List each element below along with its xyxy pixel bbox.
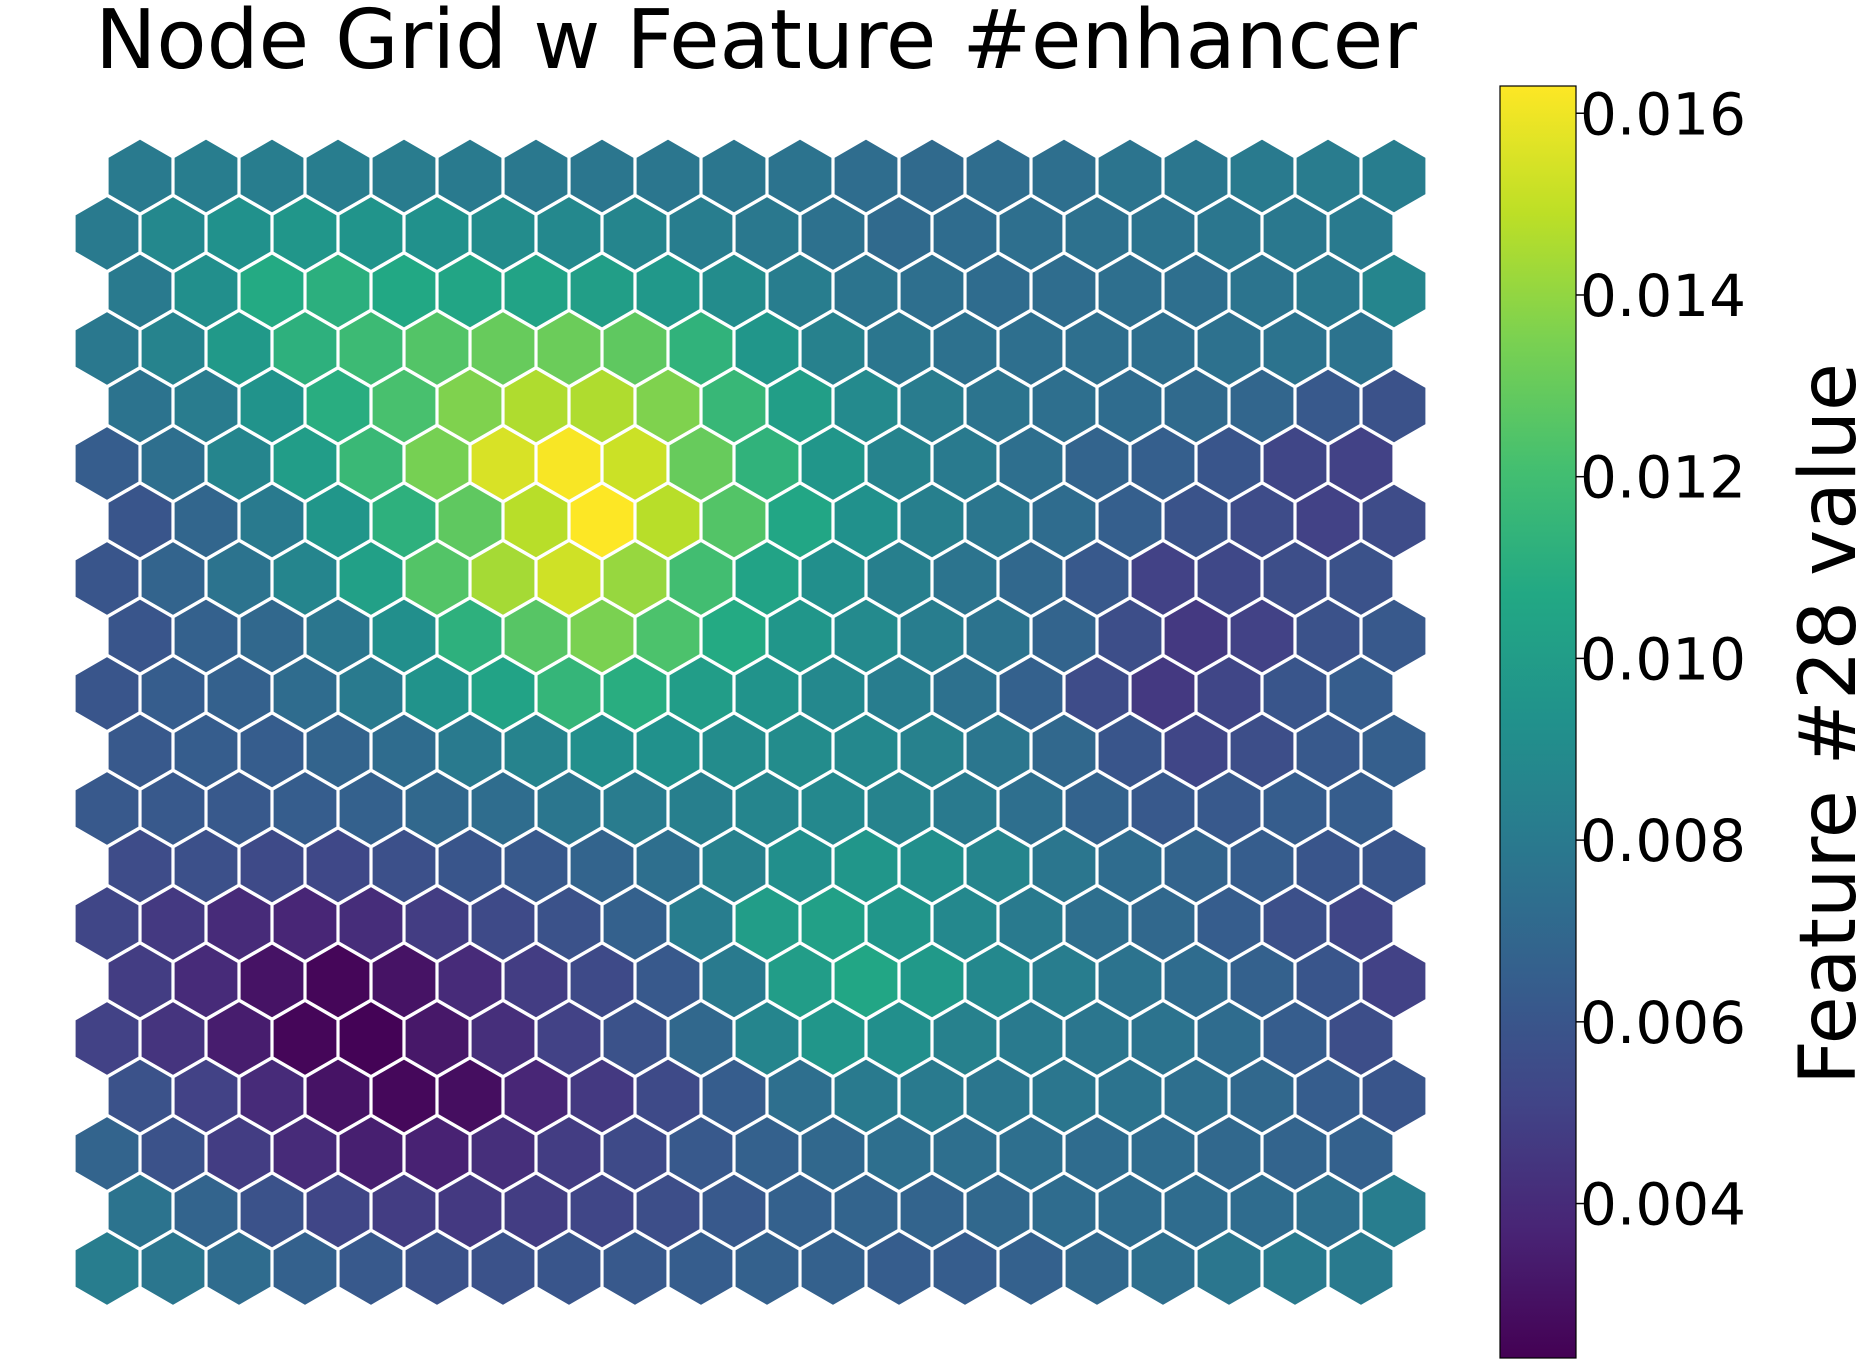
- colorbar-tick-label: 0.008: [1580, 807, 1746, 875]
- colorbar-tick-label: 0.012: [1580, 444, 1746, 512]
- colorbar-gradient: [1499, 85, 1577, 1359]
- hex-grid: [72, 136, 1429, 1309]
- colorbar: 0.004 0.006 0.008 0.010 0.012 0.014 0.016 Feat…: [1499, 80, 1871, 1359]
- colorbar-tick-label: 0.006: [1580, 989, 1746, 1057]
- chart-title: Node Grid w Feature #enhancer: [95, 0, 1417, 88]
- colorbar-tick-label: 0.016: [1580, 80, 1746, 148]
- colorbar-label: Feature #28 value: [1784, 363, 1871, 1085]
- hex-cell-r19-c19: [1326, 1228, 1396, 1309]
- colorbar-tick-label: 0.004: [1580, 1171, 1746, 1239]
- colorbar-ticks: 0.004 0.006 0.008 0.010 0.012 0.014 0.016: [1576, 80, 1746, 1239]
- colorbar-tick-label: 0.010: [1580, 625, 1746, 693]
- colorbar-tick-label: 0.014: [1580, 262, 1746, 330]
